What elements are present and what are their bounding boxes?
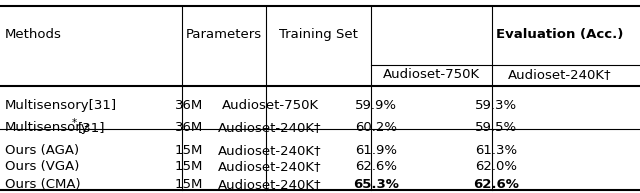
- Text: 36M: 36M: [175, 99, 203, 112]
- Text: 61.3%: 61.3%: [475, 144, 517, 157]
- Text: Parameters: Parameters: [186, 28, 262, 41]
- Text: 59.9%: 59.9%: [355, 99, 397, 112]
- Text: Audioset-240K†: Audioset-240K†: [218, 144, 322, 157]
- Text: 60.2%: 60.2%: [355, 121, 397, 134]
- Text: Training Set: Training Set: [279, 28, 358, 41]
- Text: 59.5%: 59.5%: [475, 121, 517, 134]
- Text: Evaluation (Acc.): Evaluation (Acc.): [496, 28, 624, 41]
- Text: 62.0%: 62.0%: [475, 160, 517, 174]
- Text: Audioset-240K†: Audioset-240K†: [508, 68, 612, 81]
- Text: Multisensory: Multisensory: [5, 121, 90, 134]
- Text: Ours (CMA): Ours (CMA): [5, 178, 81, 191]
- Text: 62.6%: 62.6%: [473, 178, 519, 191]
- Text: Ours (AGA): Ours (AGA): [5, 144, 79, 157]
- Text: Audioset-240K†: Audioset-240K†: [218, 178, 322, 191]
- Text: *: *: [72, 118, 77, 128]
- Text: 61.9%: 61.9%: [355, 144, 397, 157]
- Text: Methods: Methods: [5, 28, 62, 41]
- Text: [31]: [31]: [77, 121, 105, 134]
- Text: 62.6%: 62.6%: [355, 160, 397, 174]
- Text: Audioset-750K: Audioset-750K: [221, 99, 319, 112]
- Text: 15M: 15M: [175, 160, 203, 174]
- Text: 65.3%: 65.3%: [353, 178, 399, 191]
- Text: Audioset-750K: Audioset-750K: [383, 68, 480, 81]
- Text: Audioset-240K†: Audioset-240K†: [218, 160, 322, 174]
- Text: 36M: 36M: [175, 121, 203, 134]
- Text: 59.3%: 59.3%: [475, 99, 517, 112]
- Text: 15M: 15M: [175, 144, 203, 157]
- Text: Audioset-240K†: Audioset-240K†: [218, 121, 322, 134]
- Text: Multisensory[31]: Multisensory[31]: [5, 99, 117, 112]
- Text: Ours (VGA): Ours (VGA): [5, 160, 79, 174]
- Text: 15M: 15M: [175, 178, 203, 191]
